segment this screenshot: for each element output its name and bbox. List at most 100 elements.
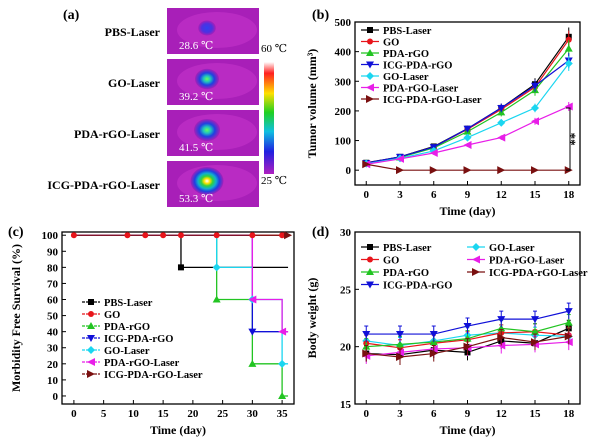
y-tick-label: 300 — [335, 76, 352, 88]
data-point — [429, 349, 438, 358]
legend-marker — [366, 268, 374, 275]
legend-label: ICG-PDA-rGO — [383, 281, 452, 292]
x-axis-label: Time (day) — [439, 204, 495, 218]
y-axis-label: Tumor volume (mm³) — [305, 49, 319, 159]
data-point — [531, 82, 539, 90]
thermal-temperature: 28.6 ℃ — [179, 40, 213, 52]
x-tick-label: 0 — [364, 408, 370, 420]
data-point — [497, 118, 506, 127]
y-tick-label: 100 — [335, 136, 352, 148]
legend-label: GO — [383, 38, 399, 49]
y-tick-label: 20 — [47, 359, 59, 371]
data-point — [463, 342, 472, 351]
x-tick-label: 18 — [563, 408, 575, 420]
data-point — [564, 102, 573, 111]
significance-label: ** — [567, 133, 582, 146]
data-point — [531, 117, 539, 126]
data-point — [564, 44, 573, 52]
thermal-hotspot — [194, 118, 220, 142]
legend-label: GO-Laser — [383, 72, 429, 83]
legend-label: PDA-rGO-Laser — [104, 358, 180, 369]
y-tick-label: 50 — [47, 311, 59, 323]
thermal-hotspot — [198, 20, 216, 36]
data-point — [463, 125, 472, 133]
x-tick-label: 15 — [530, 408, 542, 420]
data-point — [278, 359, 287, 368]
legend-marker — [367, 256, 373, 263]
legend-label: PBS-Laser — [383, 243, 432, 254]
y-tick-label: 70 — [47, 278, 59, 290]
legend-marker — [87, 335, 95, 342]
legend-label: ICG-PDA-rGO — [383, 61, 452, 72]
x-axis-label: Time (day) — [150, 423, 206, 437]
data-point — [531, 166, 539, 175]
data-point — [463, 166, 472, 175]
data-point — [248, 328, 257, 336]
legend-label: GO-Laser — [489, 243, 535, 254]
legend-marker — [88, 299, 94, 305]
y-tick-label: 400 — [335, 47, 352, 59]
y-tick-label: 100 — [42, 230, 59, 242]
data-point — [362, 331, 371, 339]
panel-letter-c: (c) — [8, 225, 24, 240]
data-point — [429, 331, 438, 339]
legend-label: PDA-rGO — [104, 322, 150, 333]
data-point — [362, 160, 371, 169]
legend-marker — [367, 244, 373, 250]
legend-label: PDA-rGO — [383, 268, 429, 279]
legend-label: PBS-Laser — [383, 26, 432, 37]
data-point — [177, 264, 184, 271]
data-point — [284, 231, 293, 240]
y-tick-label: 25 — [340, 284, 352, 296]
data-point — [278, 327, 287, 336]
legend-label: PDA-rGO-Laser — [489, 256, 565, 267]
y-tick-label: 30 — [340, 227, 352, 239]
thermal-temperature: 41.5 ℃ — [179, 142, 213, 154]
panel-letter-d: (d) — [312, 225, 330, 240]
thermal-row-label: PDA-rGO-Laser — [74, 127, 161, 141]
y-tick-label: 40 — [47, 327, 59, 339]
data-point — [531, 338, 539, 347]
color-scale-max: 60 ℃ — [261, 43, 287, 55]
x-tick-label: 15 — [158, 408, 170, 420]
data-point — [396, 166, 404, 175]
x-tick-label: 15 — [530, 189, 542, 201]
x-tick-label: 18 — [563, 189, 575, 201]
legend-label: ICG-PDA-rGO-Laser — [489, 268, 588, 279]
legend-label: PDA-rGO — [383, 49, 429, 60]
data-point — [497, 316, 506, 324]
legend-label: PBS-Laser — [104, 298, 153, 309]
legend-marker — [366, 49, 374, 56]
x-tick-label: 35 — [277, 408, 289, 420]
legend-marker — [87, 358, 95, 366]
x-tick-label: 20 — [187, 408, 199, 420]
data-point — [564, 59, 573, 68]
legend-marker — [87, 322, 95, 329]
x-tick-label: 9 — [465, 189, 471, 201]
x-tick-label: 6 — [431, 408, 437, 420]
tumor-volume-chart: 0 3 6 9 12 15 18 0 100 200 300 400 500 Time (day) Tumo… — [305, 17, 582, 218]
x-tick-label: 5 — [101, 408, 107, 420]
data-point — [249, 232, 256, 239]
x-tick-label: 9 — [465, 408, 471, 420]
data-point — [124, 232, 131, 239]
data-point — [212, 263, 221, 272]
data-point — [564, 332, 573, 341]
legend-marker — [366, 281, 374, 289]
thermal-row-label: GO-Laser — [108, 76, 161, 90]
legend-marker — [366, 61, 374, 69]
data-point — [70, 232, 77, 239]
x-tick-label: 3 — [397, 189, 403, 201]
data-point — [463, 133, 472, 142]
data-point — [396, 340, 404, 348]
data-point — [212, 295, 221, 303]
legend-label: GO — [383, 256, 399, 267]
data-point — [497, 133, 506, 142]
thermal-row-label: ICG-PDA-rGO-Laser — [47, 178, 160, 192]
legend-label: ICG-PDA-rGO-Laser — [383, 95, 482, 106]
legend-marker — [367, 27, 373, 33]
thermal-panel: PBS-Laser 28.6 ℃ GO-Laser 39.2 ℃ PDA-rGO-Las… — [47, 8, 287, 207]
y-axis-label: Body weight (g) — [305, 278, 319, 359]
data-point — [362, 349, 371, 358]
legend-marker — [366, 95, 374, 103]
